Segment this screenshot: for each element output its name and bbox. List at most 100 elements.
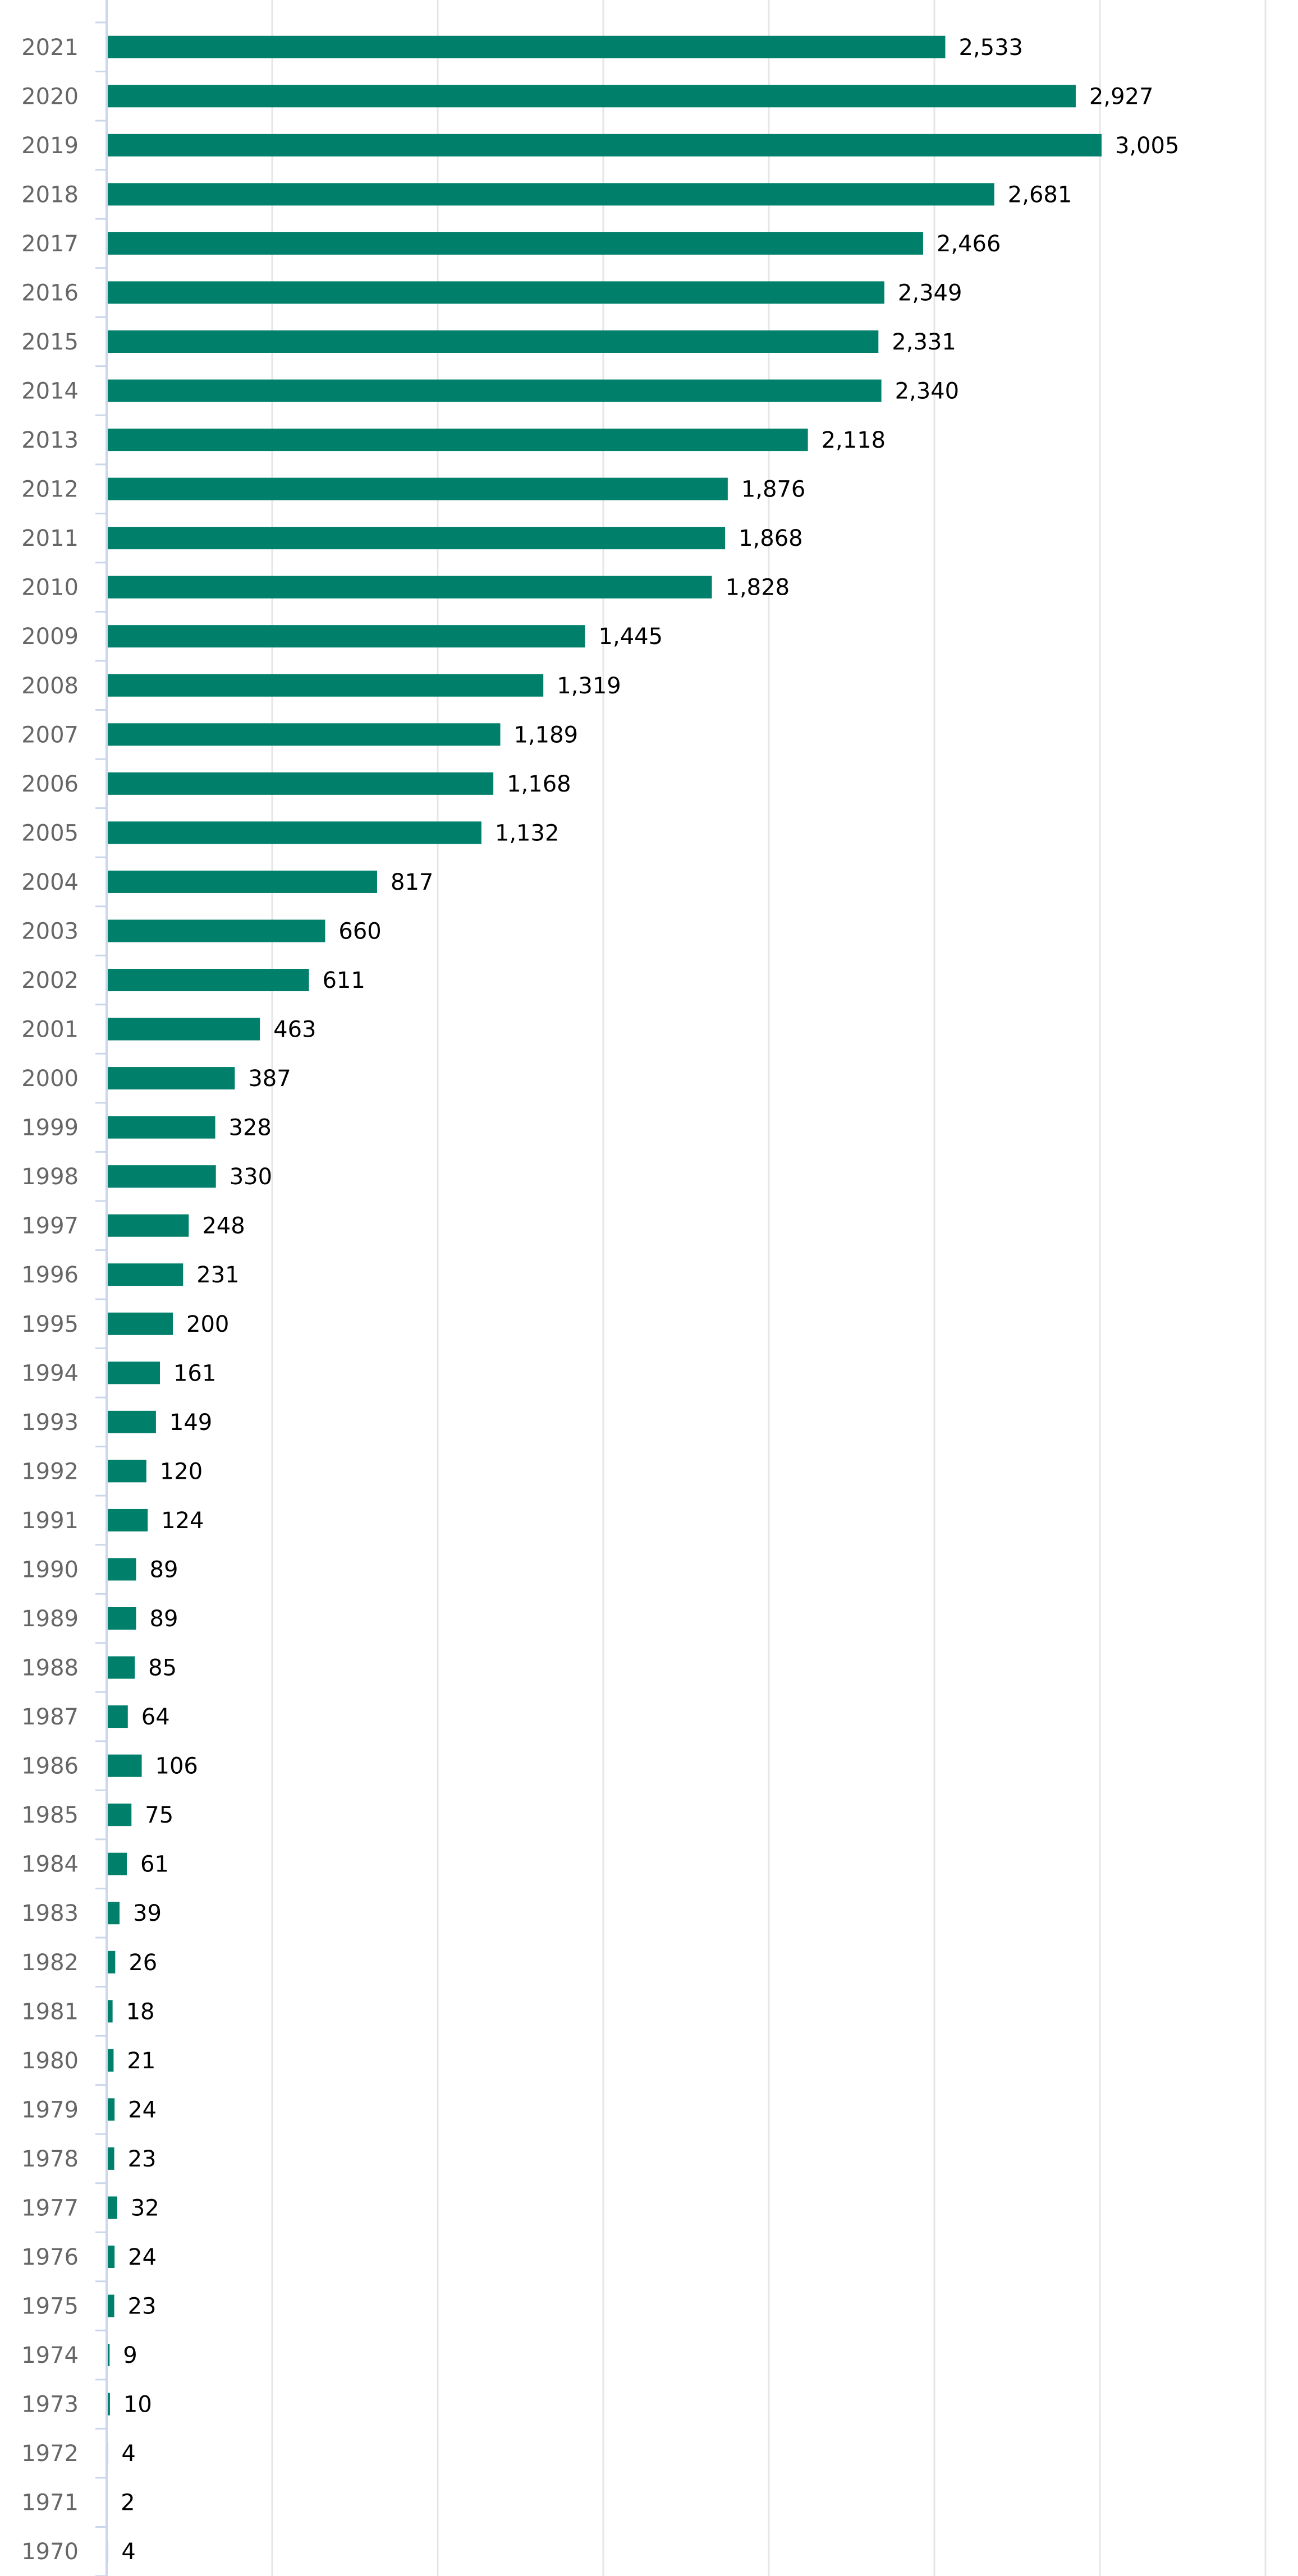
bar-2001[interactable]	[107, 1018, 260, 1041]
category-label-1991: 1991	[21, 1508, 79, 1534]
bar-1985[interactable]	[107, 1804, 132, 1827]
category-label-1985: 1985	[21, 1802, 79, 1828]
category-label-2007: 2007	[21, 722, 79, 748]
value-label-2019: 3,005	[1115, 133, 1180, 159]
bar-1987[interactable]	[107, 1705, 128, 1728]
value-label-2011: 1,868	[739, 526, 803, 551]
category-label-1996: 1996	[21, 1262, 79, 1288]
value-label-1970: 4	[121, 2539, 135, 2565]
value-label-2009: 1,445	[599, 624, 663, 650]
bar-1991[interactable]	[107, 1508, 148, 1531]
bar-2009[interactable]	[107, 625, 585, 648]
bar-1990[interactable]	[107, 1558, 136, 1581]
bar-1998[interactable]	[107, 1165, 216, 1188]
bar-1976[interactable]	[107, 2246, 115, 2268]
value-label-2005: 1,132	[495, 820, 559, 846]
value-label-1982: 26	[129, 1950, 157, 1976]
value-label-1973: 10	[123, 2392, 152, 2418]
category-label-1972: 1972	[21, 2441, 79, 2467]
category-label-2006: 2006	[21, 771, 79, 797]
category-label-2019: 2019	[21, 133, 79, 159]
bar-1994[interactable]	[107, 1361, 160, 1384]
bar-2015[interactable]	[107, 330, 879, 353]
bar-2008[interactable]	[107, 674, 544, 697]
value-label-1993: 149	[169, 1410, 212, 1436]
bar-2000[interactable]	[107, 1067, 235, 1090]
category-label-2011: 2011	[21, 526, 79, 551]
category-label-2008: 2008	[21, 673, 79, 699]
category-label-1994: 1994	[21, 1360, 79, 1386]
bar-2010[interactable]	[107, 576, 712, 599]
category-label-1986: 1986	[21, 1754, 79, 1779]
value-label-1996: 231	[196, 1262, 239, 1288]
bar-2007[interactable]	[107, 723, 501, 746]
bar-2012[interactable]	[107, 477, 728, 500]
bar-1974[interactable]	[107, 2344, 110, 2367]
bar-1995[interactable]	[107, 1312, 173, 1335]
value-label-2016: 2,349	[898, 280, 962, 306]
bar-2004[interactable]	[107, 870, 378, 893]
bar-1992[interactable]	[107, 1460, 146, 1483]
bar-2005[interactable]	[107, 821, 481, 844]
y-axis	[95, 0, 108, 2576]
value-label-2013: 2,118	[822, 427, 886, 453]
bar-1999[interactable]	[107, 1116, 215, 1139]
bar-2014[interactable]	[107, 379, 882, 402]
category-label-2002: 2002	[21, 968, 79, 993]
bar-2016[interactable]	[107, 281, 884, 304]
value-label-1981: 18	[126, 1999, 155, 2025]
bar-1973[interactable]	[107, 2393, 110, 2416]
value-label-1986: 106	[155, 1754, 198, 1779]
bar-2011[interactable]	[107, 527, 726, 550]
value-label-1992: 120	[160, 1459, 203, 1484]
bar-1983[interactable]	[107, 1902, 120, 1925]
bar-2003[interactable]	[107, 919, 325, 942]
bar-1997[interactable]	[107, 1214, 189, 1237]
category-label-1993: 1993	[21, 1410, 79, 1436]
bar-2013[interactable]	[107, 429, 808, 452]
category-label-1970: 1970	[21, 2539, 79, 2565]
category-label-1984: 1984	[21, 1852, 79, 1878]
bar-2021[interactable]	[107, 35, 946, 58]
value-label-2007: 1,189	[514, 722, 579, 748]
value-label-1976: 24	[128, 2244, 157, 2270]
value-label-2012: 1,876	[741, 477, 806, 503]
value-label-1991: 124	[161, 1508, 204, 1534]
category-label-1971: 1971	[21, 2490, 79, 2516]
bar-1984[interactable]	[107, 1852, 127, 1875]
bar-2018[interactable]	[107, 183, 994, 206]
category-label-1976: 1976	[21, 2244, 79, 2270]
bar-1989[interactable]	[107, 1607, 136, 1630]
category-label-2010: 2010	[21, 575, 79, 601]
category-label-1981: 1981	[21, 1999, 79, 2025]
bar-1982[interactable]	[107, 1951, 116, 1974]
bar-1986[interactable]	[107, 1754, 142, 1777]
category-label-2012: 2012	[21, 477, 79, 503]
category-label-2003: 2003	[21, 918, 79, 944]
bar-1993[interactable]	[107, 1410, 156, 1433]
bar-2019[interactable]	[107, 134, 1102, 157]
value-label-1989: 89	[150, 1606, 178, 1632]
bar-1981[interactable]	[107, 2000, 113, 2023]
value-label-1971: 2	[121, 2490, 135, 2516]
category-label-1979: 1979	[21, 2097, 79, 2123]
value-label-1975: 23	[128, 2294, 157, 2320]
bar-2006[interactable]	[107, 772, 494, 795]
bar-1980[interactable]	[107, 2049, 114, 2072]
bar-1979[interactable]	[107, 2098, 115, 2121]
category-label-1999: 1999	[21, 1115, 79, 1141]
category-label-1995: 1995	[21, 1312, 79, 1337]
bar-2020[interactable]	[107, 85, 1076, 108]
bar-1975[interactable]	[107, 2294, 114, 2317]
bar-2002[interactable]	[107, 969, 309, 991]
value-label-1980: 21	[127, 2048, 155, 2074]
bar-1978[interactable]	[107, 2147, 114, 2170]
value-label-2021: 2,533	[958, 35, 1023, 61]
bar-1988[interactable]	[107, 1656, 135, 1679]
category-label-2015: 2015	[21, 329, 79, 355]
bar-2017[interactable]	[107, 232, 923, 255]
bar-1996[interactable]	[107, 1263, 184, 1286]
category-label-2004: 2004	[21, 870, 79, 895]
bar-1977[interactable]	[107, 2196, 117, 2219]
value-labels: 2,533 2,927 3,005 2,681 2,466 2,349 2,331 2,340…	[121, 35, 1179, 2565]
